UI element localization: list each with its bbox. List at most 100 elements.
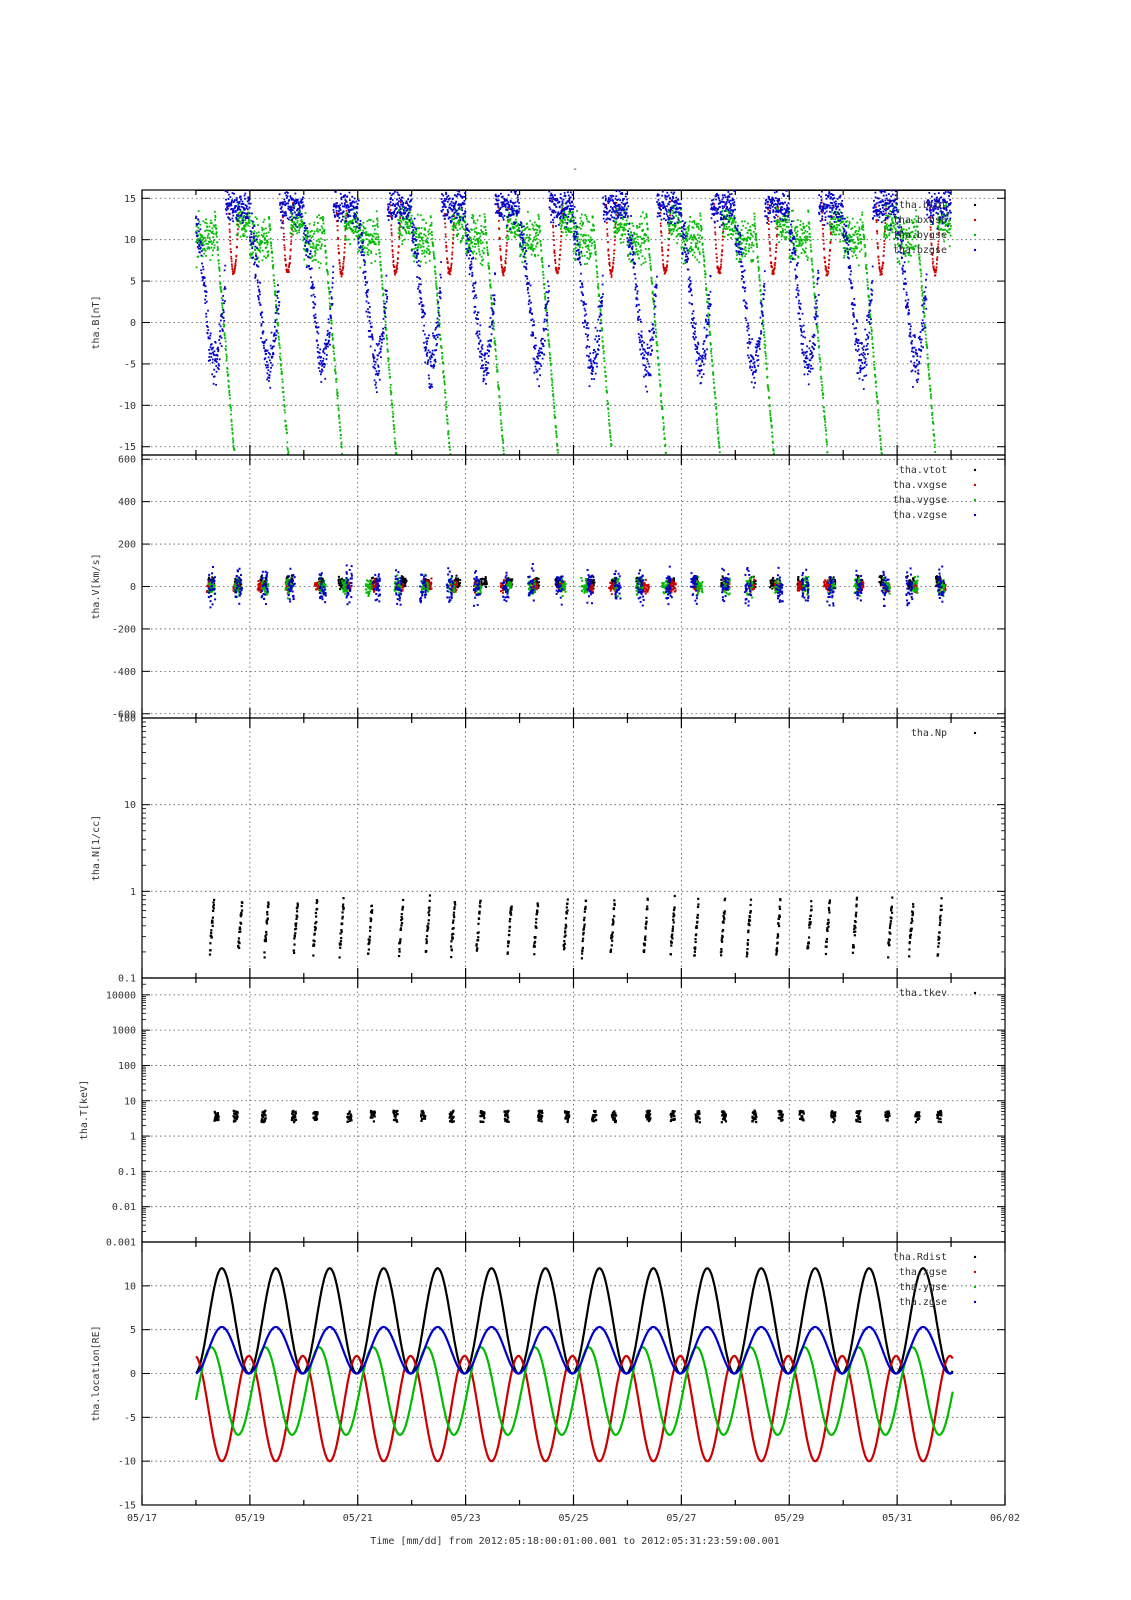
- data-point: [880, 270, 883, 273]
- data-point: [432, 251, 435, 253]
- data-point: [553, 405, 556, 408]
- data-point: [788, 219, 790, 221]
- data-point: [221, 190, 224, 191]
- data-point: [572, 226, 575, 229]
- data-point: [409, 211, 411, 214]
- data-point: [842, 232, 844, 235]
- data-point: [233, 447, 235, 450]
- data-point: [399, 217, 402, 220]
- data-point: [704, 272, 707, 275]
- data-point: [344, 236, 347, 239]
- data-point: [669, 230, 671, 233]
- data-point: [870, 328, 873, 331]
- data-point: [423, 227, 426, 230]
- data-point: [501, 434, 503, 437]
- data-point: [560, 190, 563, 191]
- data-point: [735, 240, 738, 243]
- data-point: [626, 222, 628, 225]
- data-point: [448, 190, 451, 191]
- data-point: [336, 392, 339, 394]
- data-point: [908, 190, 911, 191]
- data-point: [480, 242, 482, 245]
- data-point: [230, 424, 233, 426]
- data-point: [228, 228, 231, 231]
- data-point: [721, 232, 724, 235]
- data-point: [294, 190, 297, 191]
- data-point: [812, 190, 815, 191]
- data-point: [553, 414, 556, 416]
- data-point: [336, 225, 339, 227]
- data-point: [436, 190, 439, 191]
- data-point: [878, 262, 881, 265]
- data-point: [216, 241, 219, 244]
- data-point: [551, 390, 554, 392]
- data-point: [555, 436, 558, 438]
- data-point: [650, 276, 653, 279]
- data-point: [338, 417, 341, 420]
- data-point: [541, 190, 544, 191]
- data-point: [286, 190, 289, 191]
- data-point: [801, 248, 804, 251]
- data-point: [753, 190, 756, 191]
- data-point: [860, 242, 862, 245]
- data-point: [460, 190, 463, 191]
- data-point: [539, 243, 542, 246]
- data-point: [636, 226, 639, 229]
- data-point: [521, 261, 524, 264]
- data-point: [698, 251, 701, 254]
- data-point: [904, 231, 907, 234]
- data-point: [758, 267, 760, 270]
- data-point: [938, 190, 941, 191]
- data-point: [398, 226, 401, 229]
- data-point: [564, 228, 567, 231]
- data-point: [234, 266, 237, 269]
- data-point: [547, 339, 550, 342]
- data-point: [918, 253, 921, 256]
- data-point: [825, 440, 828, 443]
- data-point: [564, 219, 566, 221]
- data-point: [767, 216, 770, 219]
- data-point: [771, 440, 774, 443]
- data-point: [824, 260, 827, 263]
- data-point: [481, 190, 484, 191]
- data-point: [501, 269, 504, 272]
- data-point: [202, 190, 205, 191]
- data-point: [476, 190, 479, 191]
- data-point: [781, 231, 784, 233]
- data-point: [285, 268, 288, 271]
- data-point: [886, 190, 889, 191]
- data-point: [431, 190, 434, 191]
- data-point: [835, 190, 838, 191]
- data-point: [563, 225, 566, 228]
- data-point: [521, 229, 524, 232]
- data-point: [267, 253, 270, 256]
- data-point: [739, 237, 742, 240]
- data-point: [500, 419, 502, 422]
- data-point: [507, 238, 510, 240]
- data-point: [915, 219, 918, 222]
- data-point: [848, 220, 851, 223]
- data-point: [639, 223, 641, 226]
- data-point: [774, 256, 777, 259]
- data-point: [501, 190, 504, 191]
- data-point: [824, 426, 827, 429]
- data-point: [225, 345, 227, 348]
- data-point: [259, 190, 262, 191]
- data-point: [398, 229, 401, 231]
- data-point: [914, 232, 917, 235]
- data-point: [880, 445, 883, 448]
- data-point: [602, 190, 605, 191]
- data-point: [675, 206, 678, 209]
- data-point: [569, 190, 572, 191]
- data-point: [472, 217, 474, 220]
- data-point: [927, 362, 930, 365]
- data-point: [725, 223, 728, 226]
- data-point: [436, 294, 438, 297]
- data-point: [289, 248, 292, 251]
- data-point: [224, 349, 227, 352]
- data-point: [636, 225, 638, 227]
- data-point: [932, 421, 934, 424]
- data-point: [430, 190, 433, 191]
- data-point: [804, 241, 807, 244]
- data-point: [343, 215, 346, 218]
